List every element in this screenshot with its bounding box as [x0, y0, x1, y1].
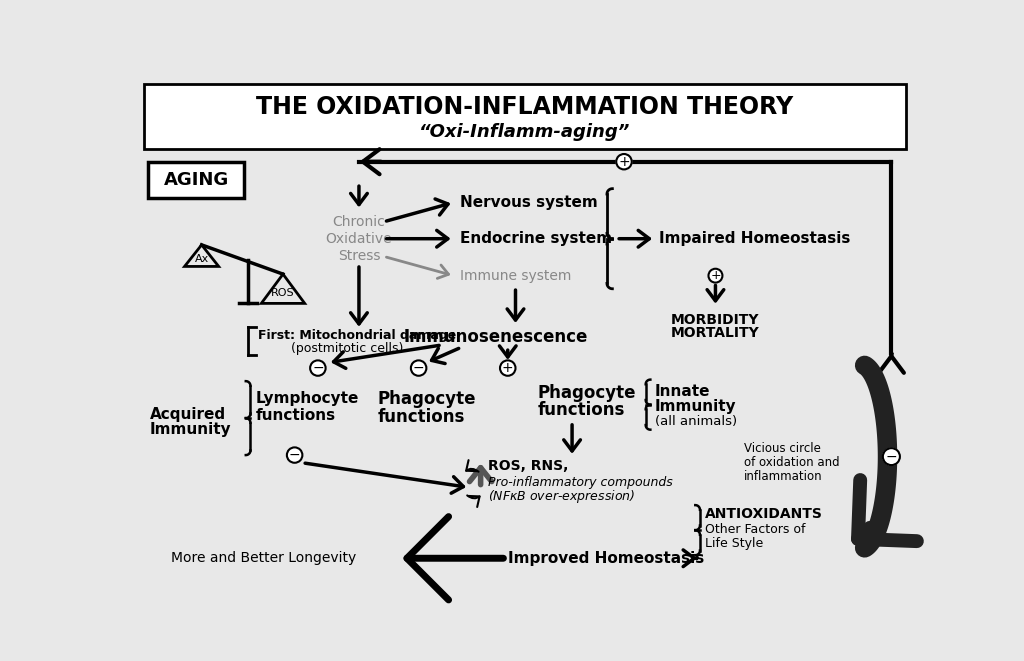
Text: inflammation: inflammation	[744, 470, 822, 483]
Text: More and Better Longevity: More and Better Longevity	[171, 551, 356, 565]
Text: −: −	[413, 361, 424, 375]
Text: +: +	[618, 155, 630, 169]
Text: (NF$\kappa$B over-expression): (NF$\kappa$B over-expression)	[488, 488, 636, 505]
Circle shape	[310, 360, 326, 375]
Circle shape	[411, 360, 426, 375]
Text: functions: functions	[378, 408, 465, 426]
Text: Endocrine system: Endocrine system	[460, 231, 611, 246]
Text: ROS, RNS,: ROS, RNS,	[488, 459, 568, 473]
Text: ANTIOXIDANTS: ANTIOXIDANTS	[706, 508, 823, 522]
FancyBboxPatch shape	[148, 163, 245, 198]
Text: Oxidative: Oxidative	[326, 232, 392, 246]
Text: “Oxi-Inflamm-aging”: “Oxi-Inflamm-aging”	[419, 123, 631, 141]
Text: Nervous system: Nervous system	[460, 195, 597, 210]
Text: (postmitotic cells): (postmitotic cells)	[291, 342, 403, 356]
Text: Phagocyte: Phagocyte	[538, 385, 636, 403]
Text: of oxidation and: of oxidation and	[744, 456, 840, 469]
Text: Pro-inflammatory compounds: Pro-inflammatory compounds	[488, 475, 673, 488]
Circle shape	[883, 448, 900, 465]
Text: Ax: Ax	[195, 254, 209, 264]
Text: Impaired Homeostasis: Impaired Homeostasis	[658, 231, 850, 246]
Text: Improved Homeostasis: Improved Homeostasis	[508, 551, 705, 566]
Text: Vicious circle: Vicious circle	[744, 442, 821, 455]
Text: Immunity: Immunity	[150, 422, 231, 437]
Circle shape	[287, 447, 302, 463]
Circle shape	[709, 269, 722, 283]
Circle shape	[500, 360, 515, 375]
Text: Life Style: Life Style	[706, 537, 764, 550]
Text: Immune system: Immune system	[460, 268, 571, 283]
Text: THE OXIDATION-INFLAMMATION THEORY: THE OXIDATION-INFLAMMATION THEORY	[256, 95, 794, 119]
Text: First: Mitochondrial damage: First: Mitochondrial damage	[258, 329, 457, 342]
Text: Stress: Stress	[338, 249, 380, 262]
Text: Chronic: Chronic	[333, 215, 385, 229]
Text: (all animals): (all animals)	[655, 416, 737, 428]
Text: −: −	[312, 361, 324, 375]
Text: ROS: ROS	[271, 288, 295, 298]
Circle shape	[616, 154, 632, 169]
Text: Acquired: Acquired	[150, 407, 226, 422]
Text: Immunity: Immunity	[655, 399, 736, 414]
Text: MORBIDITY: MORBIDITY	[671, 313, 760, 327]
Text: AGING: AGING	[164, 171, 228, 189]
Text: +: +	[502, 361, 514, 375]
FancyBboxPatch shape	[143, 84, 906, 149]
Text: Lymphocyte: Lymphocyte	[256, 391, 359, 407]
Text: Other Factors of: Other Factors of	[706, 524, 806, 536]
Text: functions: functions	[256, 408, 336, 423]
Text: MORTALITY: MORTALITY	[671, 327, 760, 340]
Text: Innate: Innate	[655, 383, 711, 399]
Text: Immunosenescence: Immunosenescence	[403, 329, 588, 346]
Text: −: −	[289, 448, 300, 462]
Text: Phagocyte: Phagocyte	[378, 390, 476, 408]
Text: −: −	[886, 449, 897, 463]
Text: +: +	[710, 269, 721, 282]
Text: functions: functions	[538, 401, 625, 420]
